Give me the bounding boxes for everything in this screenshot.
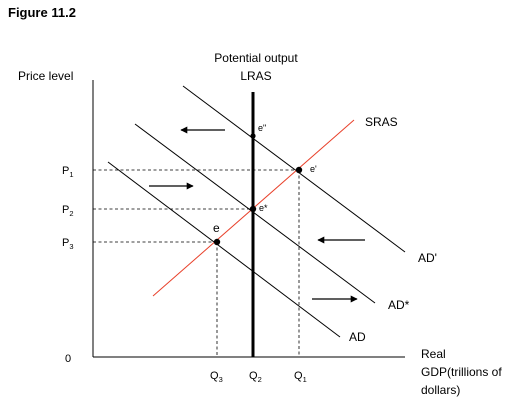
point-e-prime: [295, 166, 303, 174]
axes: [92, 80, 405, 358]
ad-star-label: AD*: [388, 298, 410, 312]
ad-star-curve: [134, 123, 376, 304]
ad-label: AD: [349, 330, 366, 344]
point-e-double-prime: [250, 133, 256, 139]
ad-prime-label: AD': [418, 251, 437, 265]
lras-title-line-2: LRAS: [240, 69, 271, 83]
point-e-prime-label: e': [310, 164, 317, 174]
x-axis-label-line-1: Real: [421, 347, 446, 361]
x-axis-label-line-3: dollars): [421, 383, 460, 397]
point-e-star-label: e*: [259, 203, 268, 213]
shift-arrows: [149, 126, 365, 303]
quantity-tick-q1: Q1: [294, 370, 307, 384]
point-e-label: e: [213, 221, 220, 235]
price-tick-p1: P1: [62, 165, 74, 179]
ad-prime-curve: [182, 85, 406, 253]
guide-lines: [93, 169, 300, 357]
point-e-double-prime-label: e": [258, 123, 266, 133]
ad-curve: [107, 161, 341, 338]
point-e-star: [249, 205, 257, 213]
x-axis-label-line-2: GDP(trillions of: [421, 365, 502, 379]
price-tick-p3: P3: [62, 237, 74, 251]
origin-label: 0: [65, 353, 71, 365]
quantity-tick-q2: Q2: [249, 370, 262, 384]
quantity-tick-q3: Q3: [210, 370, 223, 384]
point-e: [213, 238, 221, 246]
y-axis-label: Price level: [18, 69, 73, 83]
sras-label: SRAS: [365, 115, 398, 129]
lras-title-line-1: Potential output: [214, 51, 298, 65]
figure-title: Figure 11.2: [8, 5, 76, 20]
price-tick-p2: P2: [62, 204, 74, 218]
